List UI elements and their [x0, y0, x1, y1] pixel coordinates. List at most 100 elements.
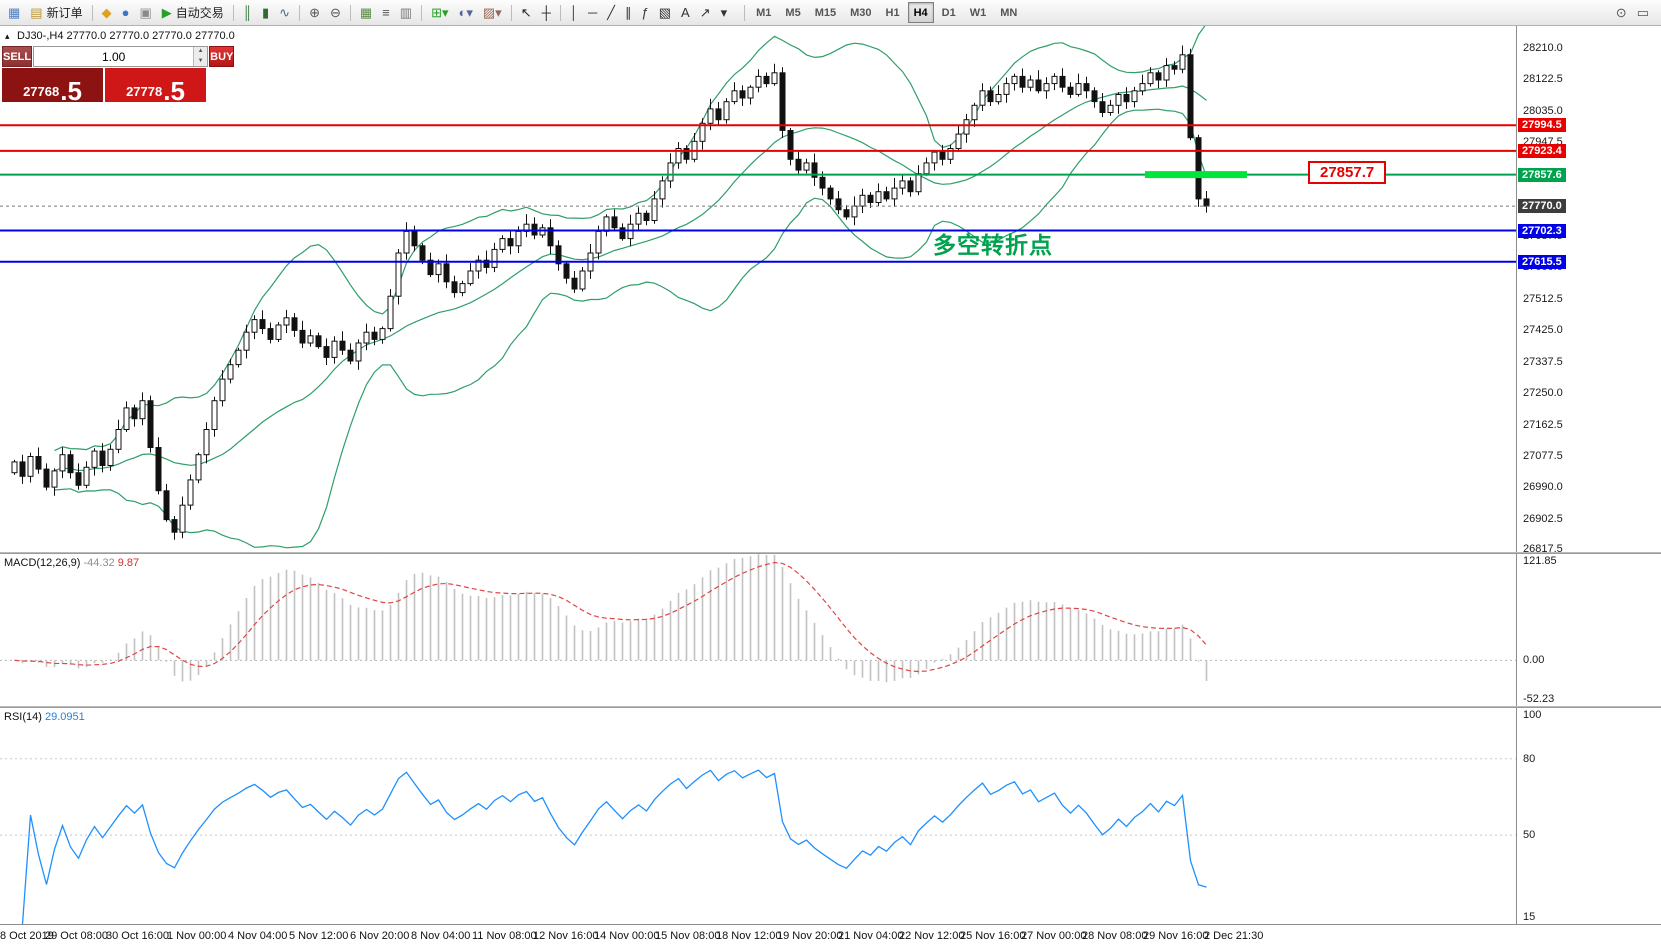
- auto-trading-button[interactable]: ▶ 自动交易: [157, 2, 229, 24]
- templates-button[interactable]: ▨▾: [478, 2, 507, 24]
- sell-price-fraction: .5: [60, 75, 82, 106]
- chat-button[interactable]: ▭: [1632, 2, 1654, 24]
- rsi-canvas[interactable]: [0, 708, 1516, 925]
- time-axis[interactable]: 8 Oct 2019 29 Oct 08:00 30 Oct 16:00 1 Nov …: [0, 924, 1661, 950]
- bar-chart-button[interactable]: ║: [238, 2, 257, 24]
- pane-splitter-rsi[interactable]: [0, 706, 1661, 708]
- rsi-axis: 100 80 50 15: [1517, 708, 1660, 924]
- fibonacci-button[interactable]: ƒ: [636, 2, 653, 24]
- price-axis[interactable]: 28210.028122.528035.027947.527860.027772…: [1517, 26, 1660, 555]
- toolbar-separator: [349, 4, 351, 21]
- period-separators-button[interactable]: ▥: [395, 2, 417, 24]
- market-button[interactable]: ●: [117, 2, 135, 24]
- candle-body: [187, 479, 194, 506]
- volume-spinner: ▲ ▼: [193, 47, 208, 66]
- price-callout-label[interactable]: 27857.7: [1308, 161, 1387, 184]
- candle-body: [747, 86, 754, 99]
- candle-body: [91, 450, 98, 468]
- candle-body: [19, 461, 26, 477]
- timeframe-m15-button[interactable]: M15: [814, 6, 837, 19]
- tile-windows-button[interactable]: ▦: [355, 2, 377, 24]
- zoom-in-button[interactable]: ⊕: [304, 2, 325, 24]
- cursor-button[interactable]: ↖: [516, 2, 537, 24]
- highlight-segment[interactable]: [1145, 171, 1247, 179]
- timeframe-w1-button[interactable]: W1: [969, 6, 987, 19]
- candle-body: [683, 148, 690, 160]
- volume-down-button[interactable]: ▼: [194, 56, 208, 66]
- candle-body: [59, 454, 66, 472]
- chart-annotation-text[interactable]: 多空转折点: [933, 232, 1053, 258]
- objects-dropdown-button[interactable]: ▾: [716, 2, 733, 24]
- timeframe-h1-button[interactable]: H1: [885, 6, 900, 19]
- virtual-hosting-button[interactable]: ▣: [134, 2, 156, 24]
- candle-body: [899, 180, 906, 189]
- bar-chart-icon: ║: [242, 5, 252, 20]
- macd-indicator-label: MACD(12,26,9) -44.32 9.87: [4, 557, 139, 569]
- candle-body: [1147, 72, 1154, 85]
- timeframe-m5-button[interactable]: M5: [785, 6, 801, 19]
- volume-up-button[interactable]: ▲: [194, 47, 208, 57]
- candle-body: [555, 245, 562, 265]
- candle-body: [395, 252, 402, 297]
- new-chart-button[interactable]: ⊞▾: [426, 2, 453, 24]
- candle-body: [443, 263, 450, 283]
- candle-body: [355, 342, 362, 362]
- candle-body: [1051, 75, 1058, 85]
- volume-box: ▲ ▼: [33, 46, 209, 67]
- timeframe-m1-button[interactable]: M1: [756, 6, 772, 19]
- candle-body: [955, 133, 962, 149]
- candle-body: [963, 119, 970, 135]
- buy-price-display[interactable]: 27778 .5: [105, 68, 206, 104]
- text-button[interactable]: A: [676, 2, 695, 24]
- sell-button[interactable]: SELL: [2, 46, 33, 67]
- timeframe-mn-button[interactable]: MN: [1000, 6, 1018, 19]
- mql5-community-button[interactable]: ◆: [97, 2, 117, 24]
- open-chart-button[interactable]: ▦: [3, 2, 25, 24]
- candles: [11, 45, 1210, 540]
- price-tick: 27425.0: [1523, 324, 1563, 336]
- price-badge: 27994.5: [1518, 118, 1566, 132]
- timeframe-m30-button[interactable]: M30: [850, 6, 872, 19]
- crosshair-button[interactable]: ┼: [537, 2, 556, 24]
- candle-body: [491, 248, 498, 268]
- candle-body: [739, 90, 746, 99]
- pane-splitter-macd[interactable]: [0, 552, 1661, 554]
- candlestick-chart-button[interactable]: ▮: [257, 2, 274, 24]
- candle-body: [131, 407, 138, 420]
- volume-input[interactable]: [34, 47, 194, 66]
- new-order-label: 新订单: [46, 6, 83, 20]
- sell-price-display[interactable]: 27768 .5: [2, 68, 103, 106]
- candle-body: [795, 158, 802, 171]
- timeframe-h4-button[interactable]: H4: [907, 2, 934, 23]
- horizontal-line-button[interactable]: ─: [583, 2, 602, 24]
- shapes-button[interactable]: ▧: [654, 2, 676, 24]
- one-click-collapse-icon[interactable]: ▴: [5, 31, 10, 41]
- line-chart-button[interactable]: ∿: [274, 2, 295, 24]
- macd-canvas[interactable]: [0, 554, 1516, 706]
- price-tick: 27250.0: [1523, 387, 1563, 399]
- rsi-axis-label: 100: [1523, 709, 1542, 721]
- trendline-button[interactable]: ╱: [602, 2, 620, 24]
- timeframe-d1-button[interactable]: D1: [941, 6, 956, 19]
- indicators-list-button[interactable]: ≡: [377, 2, 395, 24]
- templates-icon: ▨▾: [482, 5, 502, 20]
- buy-button[interactable]: BUY: [209, 46, 235, 67]
- vertical-line-button[interactable]: │: [565, 2, 583, 24]
- indicators-list-icon: ≡: [382, 5, 390, 20]
- price-tick: 26902.5: [1523, 513, 1563, 525]
- main-chart-canvas[interactable]: [0, 23, 1516, 552]
- search-button[interactable]: ⊙: [1611, 2, 1632, 24]
- tile-windows-icon: ▦: [359, 5, 373, 20]
- candle-body: [923, 162, 930, 175]
- candle-body: [147, 400, 154, 449]
- candle-body: [459, 283, 466, 294]
- zoom-out-button[interactable]: ⊖: [325, 2, 346, 24]
- channel-button[interactable]: ∥: [620, 2, 637, 24]
- symbol-ohlc-label: DJ30-,H4 27770.0 27770.0 27770.0 27770.0: [17, 30, 235, 42]
- arrows-button[interactable]: ↗: [695, 2, 716, 24]
- candle-body: [811, 162, 818, 178]
- time-label: 5 Nov 12:00: [289, 930, 349, 942]
- candle-body: [211, 400, 218, 431]
- new-order-button[interactable]: ▤ 新订单: [25, 2, 87, 24]
- profiles-button[interactable]: ◐▾: [453, 2, 477, 24]
